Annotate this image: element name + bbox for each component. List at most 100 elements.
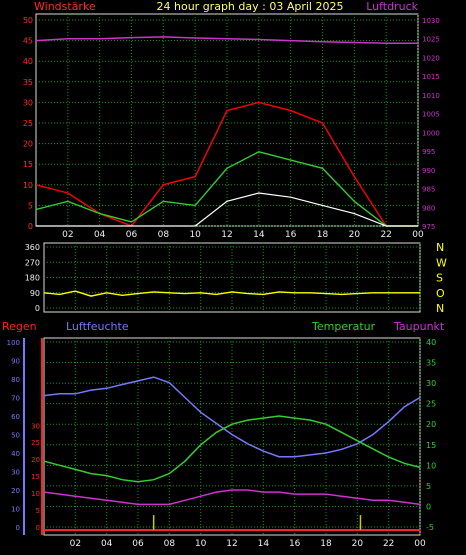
humidity-y-tick: 20 — [11, 487, 20, 495]
pressure-y-tick: 985 — [422, 186, 435, 194]
direction-y-tick: 0 — [35, 304, 40, 313]
wind-axis-label: Windstärke — [34, 0, 96, 13]
temp-y-tick: 30 — [426, 379, 436, 388]
rain-y-tick: 0 — [36, 524, 40, 532]
pressure-y-tick: 990 — [422, 167, 435, 175]
pressure-y-tick: 1005 — [422, 111, 440, 119]
bot-panel-x-tick: 14 — [258, 539, 270, 549]
pressure-y-tick: 1020 — [422, 54, 440, 62]
wind-y-tick: 5 — [28, 201, 33, 210]
wind-y-tick: 50 — [23, 16, 33, 25]
pressure-y-tick: 1025 — [422, 36, 440, 44]
direction-label: S — [436, 272, 443, 285]
direction-y-tick: 90 — [30, 289, 40, 298]
humidity-y-tick: 90 — [11, 358, 20, 366]
wind-y-tick: 35 — [23, 78, 33, 87]
rain-y-tick: 25 — [31, 439, 40, 447]
humidity-y-tick: 30 — [11, 469, 20, 477]
rain-y-tick: 20 — [31, 456, 40, 464]
humidity-y-tick: 0 — [16, 524, 20, 532]
temp-y-tick: 0 — [426, 502, 431, 511]
humidity-y-tick: 10 — [11, 506, 20, 514]
pressure-y-tick: 1015 — [422, 73, 440, 81]
taupunkt-label: Taupunkt — [393, 320, 445, 333]
bot-panel-x-tick: 02 — [70, 539, 81, 549]
top-panel-x-tick: 12 — [221, 230, 232, 240]
pressure-y-tick: 1030 — [422, 17, 440, 25]
direction-y-tick: 270 — [25, 258, 40, 267]
wind-pressure-panel: 0510152025303540455097598098599099510001… — [23, 13, 440, 240]
wind-direction-line — [43, 290, 420, 297]
wind-y-tick: 45 — [23, 37, 33, 46]
temp-y-tick: 10 — [426, 461, 436, 470]
bot-panel-x-tick: 16 — [289, 539, 301, 549]
luftfeuchte-label: Luftfeuchte — [66, 320, 129, 333]
direction-label: O — [436, 287, 445, 300]
bot-panel-x-tick: 00 — [414, 539, 426, 549]
temp-y-tick: 25 — [426, 400, 436, 409]
top-panel-x-tick: 00 — [412, 230, 424, 240]
chart-title: 24 hour graph day : 03 April 2025 — [157, 0, 344, 13]
wind-y-tick: 40 — [23, 57, 33, 66]
rain-y-tick: 10 — [31, 490, 40, 498]
humidity-y-tick: 40 — [11, 450, 20, 458]
humidity-y-tick: 80 — [11, 376, 20, 384]
bot-panel-x-tick: 22 — [383, 539, 394, 549]
top-panel-x-tick: 22 — [380, 230, 391, 240]
bot-panel-x-tick: 10 — [195, 539, 207, 549]
bot-panel-x-tick: 04 — [101, 539, 113, 549]
direction-y-tick: 180 — [25, 274, 40, 283]
wind-y-tick: 15 — [23, 160, 33, 169]
top-panel-x-tick: 14 — [253, 230, 265, 240]
bot-panel-x-tick: 08 — [164, 539, 176, 549]
pressure-y-tick: 975 — [422, 223, 435, 231]
temp-y-tick: 5 — [426, 482, 431, 491]
direction-label: N — [436, 241, 444, 254]
rain-y-tick: 5 — [36, 507, 40, 515]
top-panel-x-tick: 04 — [94, 230, 106, 240]
bot-panel-x-tick: 18 — [320, 539, 332, 549]
pressure-line — [35, 36, 418, 44]
humidity-y-tick: 50 — [11, 432, 20, 440]
regen-label: Regen — [2, 320, 37, 333]
temp-y-tick: -5 — [426, 523, 434, 532]
wind-light-line — [36, 192, 418, 227]
bot-panel-frame — [43, 337, 421, 536]
wind-speed-line — [35, 151, 418, 227]
pressure-axis-label: Luftdruck — [366, 0, 418, 13]
pressure-y-tick: 980 — [422, 204, 435, 212]
top-panel-x-tick: 18 — [317, 230, 329, 240]
temperatur-label: Temperatur — [311, 320, 376, 333]
direction-label: N — [436, 302, 444, 315]
bot-panel-x-tick: 06 — [132, 539, 144, 549]
direction-label: W — [436, 256, 447, 269]
bot-panel-x-tick: 20 — [352, 539, 364, 549]
top-panel-x-tick: 06 — [126, 230, 138, 240]
dewpoint-line — [43, 489, 421, 506]
temp-y-tick: 20 — [426, 420, 436, 429]
rain-y-tick: 15 — [31, 473, 40, 481]
pressure-y-tick: 1010 — [422, 92, 440, 100]
mid-panel-frame — [43, 242, 421, 313]
top-panel-x-tick: 10 — [189, 230, 201, 240]
bot-panel-x-tick: 12 — [226, 539, 237, 549]
humidity-line — [43, 376, 421, 458]
humidity-y-tick: 70 — [11, 395, 20, 403]
temperature-humidity-panel: -505101520253035400102030405060708090100… — [7, 337, 436, 549]
top-panel-x-tick: 08 — [158, 230, 170, 240]
wind-y-tick: 10 — [23, 181, 33, 190]
wind-y-tick: 30 — [23, 98, 33, 107]
humidity-y-tick: 100 — [7, 339, 20, 347]
temp-y-tick: 40 — [426, 338, 436, 347]
temp-y-tick: 35 — [426, 359, 436, 368]
wind-y-tick: 0 — [28, 222, 33, 231]
wind-y-tick: 25 — [23, 119, 33, 128]
direction-y-tick: 360 — [25, 243, 40, 252]
top-panel-x-tick: 20 — [349, 230, 361, 240]
temperature-line — [43, 415, 421, 483]
humidity-y-tick: 60 — [11, 413, 20, 421]
wind-y-tick: 20 — [23, 140, 33, 149]
temp-y-tick: 15 — [426, 441, 436, 450]
